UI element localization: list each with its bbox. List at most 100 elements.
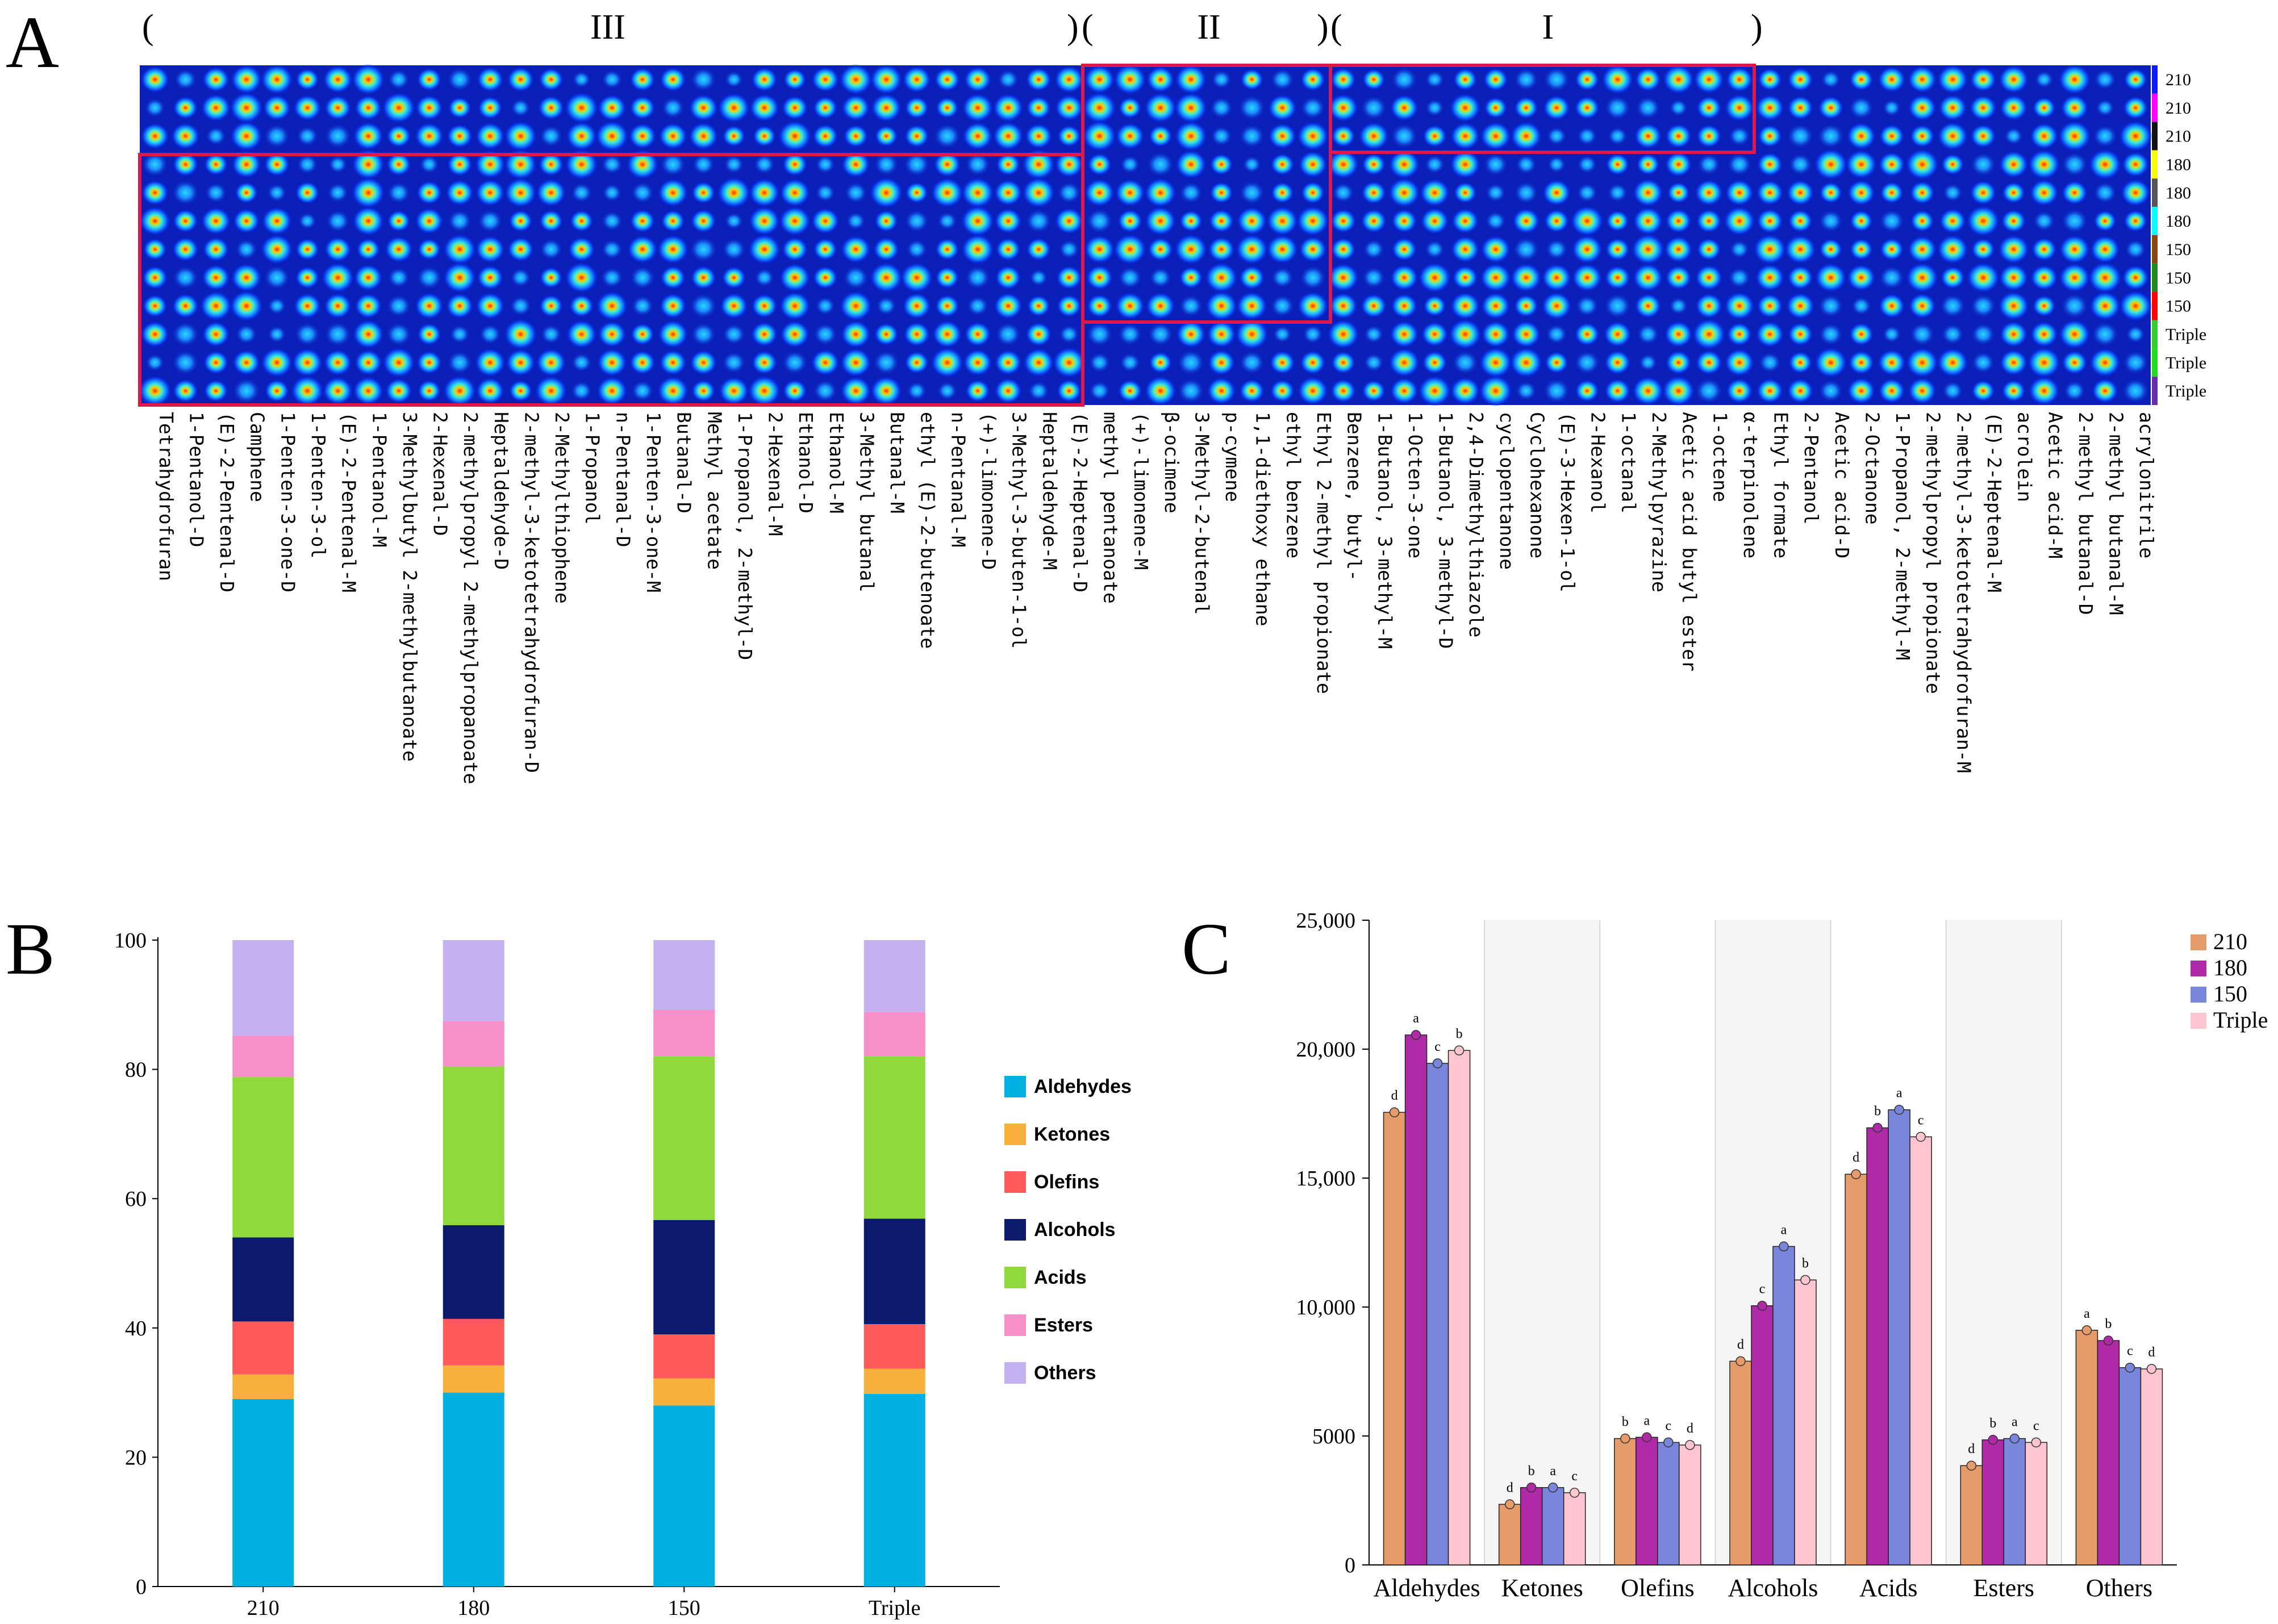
heatmap-cell [172,152,199,177]
heatmap-cell [1756,180,1784,206]
heatmap-cell [416,181,443,205]
bar-acids-180 [1866,1127,1889,1565]
heatmap-cell [1052,347,1086,378]
heatmap-cell [1575,68,1600,91]
heatmap-cell [202,237,230,262]
heatmap-cell [2027,347,2061,378]
heatmap-cell [1391,293,1418,319]
heatmap-cell [571,182,593,203]
heatmap-cell [235,239,258,260]
significance-letter: b [1456,1026,1463,1041]
heatmap-cell [1120,155,1140,174]
heatmap-cell [172,237,199,262]
heatmap-column-label: (+)-limonene-D [978,412,1000,570]
heatmap-cell [539,210,564,232]
heatmap-row-label: 210 [2166,127,2191,146]
heatmap-cell [965,266,991,290]
y-tick-label: 25,000 [1296,909,1356,933]
heatmap-cell [1363,325,1384,344]
heatmap-cell [1880,182,1904,204]
heatmap-cell [1937,235,1968,264]
heatmap-cell [538,152,564,177]
heatmap-cell [475,150,506,179]
heatmap-cell [1239,379,1265,403]
region-i-open: ( [1330,8,1342,47]
heatmap-row-label: 150 [2166,240,2191,259]
heatmap-cell [353,264,383,291]
heatmap-cell [1604,265,1630,290]
heatmap-cell [1418,262,1451,293]
heatmap-cell [2089,348,2121,377]
heatmap-cell [324,124,351,149]
heatmap-cell [1236,291,1267,320]
heatmap-cell [539,68,564,91]
heatmap-column-label: 3-Methyl-3-buten-1-ol [1008,412,1030,649]
y-tick-label: 0 [136,1575,147,1599]
heatmap-cell [811,349,840,376]
heatmap-cell [1023,348,1054,377]
heatmap-cell [1786,293,1815,319]
significance-letter: d [1507,1480,1513,1495]
heatmap-cell [1574,323,1600,346]
heatmap-cell [1541,292,1572,320]
heatmap-cell [1113,234,1147,265]
heatmap-cell [753,125,776,147]
legend-label-acids: Acids [1034,1267,1087,1288]
bar-segment-others [653,940,715,1010]
heatmap-cell [1362,69,1386,90]
heatmap-cell [1145,178,1176,208]
legend-swatch-180 [2191,961,2206,976]
bar-olefins-triple [1679,1445,1701,1565]
heatmap-cell [1328,149,1359,179]
heatmap-cell [690,293,717,319]
heatmap-cell [815,155,836,174]
heatmap-cell [386,124,411,148]
row-color-swatch [2152,178,2158,207]
heatmap-cell [1879,265,1905,290]
heatmap-cell [967,296,988,316]
bar-esters-150 [2003,1438,2026,1565]
heatmap-cell [385,236,413,263]
heatmap-cell [572,70,591,88]
region-i-close: ) [1751,8,1763,47]
heatmap-cell [1300,265,1326,290]
heatmap-column-label: 2-Hexenal-D [429,412,452,536]
heatmap-cell [1208,209,1234,233]
heatmap-cell [1207,377,1236,404]
heatmap-cell [1054,65,1084,94]
bar-others-150 [2118,1367,2142,1565]
heatmap-cell [2059,235,2090,264]
heatmap-cell [874,153,899,176]
heatmap-cell [1942,183,1963,202]
heatmap-cell [295,68,319,91]
heatmap-cell [1971,323,1995,345]
heatmap-cell [629,68,656,91]
heatmap-cell [1297,377,1328,405]
heatmap-column-label: 2-methyl-3-ketotetrahydrofuran-M [1952,412,1975,773]
heatmap-cell [1485,183,1506,202]
region-iii-close: ) [1067,8,1079,47]
heatmap-cell [1604,350,1631,375]
heatmap-cell [1268,94,1297,122]
heatmap-cell [1755,321,1784,348]
bar-marker [1966,1460,1977,1471]
heatmap-cell [994,378,1022,404]
heatmap-cell [1266,235,1298,264]
heatmap-cell [1297,121,1329,151]
heatmap-cell [2027,149,2060,179]
heatmap-cell [1607,127,1628,145]
y-tick-label: 80 [125,1058,147,1082]
bar-olefins-150 [1657,1442,1680,1565]
heatmap-cell [1572,264,1603,292]
heatmap-cell [539,267,563,289]
heatmap-cell [602,70,623,89]
heatmap-cell [565,149,598,180]
heatmap-cell [200,291,232,321]
heatmap-cell [2122,350,2148,375]
heatmap-cell [261,207,293,235]
heatmap-cell [962,93,994,123]
heatmap-cell [2058,64,2091,95]
heatmap-cell [660,67,686,92]
heatmap-cell [840,377,871,406]
heatmap-column-label: Butanal-M [886,412,908,513]
